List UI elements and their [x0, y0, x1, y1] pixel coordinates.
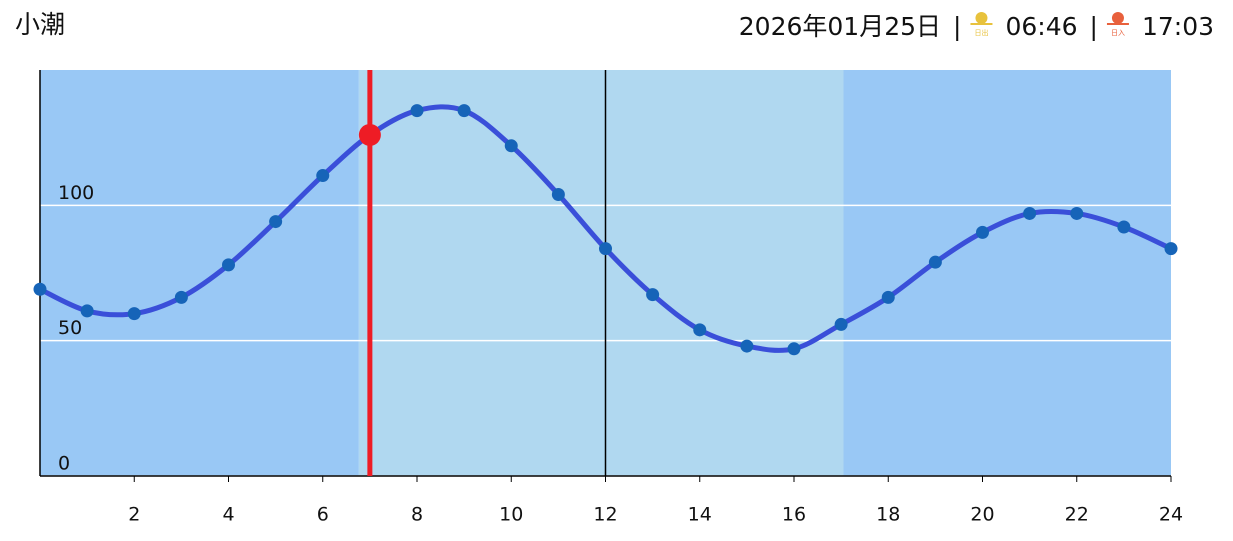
sun-icon: 日入: [1106, 12, 1129, 37]
tide-point: [551, 188, 565, 202]
tide-point: [787, 342, 801, 356]
tide-point: [834, 317, 848, 331]
tide-point: [504, 139, 518, 153]
sun-icon-label: 日出: [974, 28, 988, 37]
y-tick-label: 100: [58, 182, 94, 204]
x-tick-label: 24: [1159, 504, 1183, 526]
sun-icon: 日出: [970, 12, 993, 37]
x-tick-label: 2: [128, 504, 140, 526]
x-tick-label: 4: [222, 504, 234, 526]
tide-point: [410, 104, 424, 118]
tide-point: [457, 104, 471, 118]
x-tick-label: 16: [782, 504, 806, 526]
tide-point: [127, 307, 141, 321]
night-band: [843, 70, 1171, 476]
tide-point: [174, 290, 188, 304]
tide-point: [33, 282, 47, 296]
tide-point: [1070, 206, 1084, 220]
x-tick-label: 8: [411, 504, 423, 526]
tide-point: [740, 339, 754, 353]
sun: [975, 12, 988, 24]
tide-point: [1164, 242, 1178, 256]
tide-point: [222, 258, 235, 272]
header-text: 2026年01月25日: [739, 12, 941, 41]
sun-icon-label: 日入: [1111, 29, 1125, 37]
x-tick-label: 18: [876, 504, 900, 526]
x-tick-label: 10: [499, 504, 523, 526]
y-tick-label: 0: [58, 453, 70, 475]
x-tick-label: 6: [317, 504, 329, 526]
y-tick-label: 50: [58, 317, 82, 339]
x-tick-label: 14: [688, 504, 712, 526]
tide-point: [80, 304, 94, 318]
tide-point: [316, 169, 330, 183]
tide-point: [646, 288, 660, 302]
tide-point: [1117, 220, 1131, 234]
tide-point: [1023, 206, 1037, 220]
tide-point: [269, 215, 283, 229]
day-band: [358, 70, 844, 476]
tide-point: [693, 323, 707, 337]
tide-point: [976, 225, 989, 239]
header-text: |: [1090, 12, 1098, 41]
header-text: 17:03: [1142, 12, 1214, 41]
tide-point: [881, 290, 895, 304]
header-text: |: [953, 12, 961, 41]
x-tick-label: 22: [1065, 504, 1089, 526]
tide-type: 小潮: [15, 10, 65, 39]
header-text: 06:46: [1005, 12, 1077, 41]
x-tick-label: 12: [593, 504, 617, 526]
current-time-dot: [358, 123, 381, 146]
x-tick-label: 20: [970, 504, 994, 526]
sun: [1111, 12, 1124, 24]
night-band: [40, 70, 359, 476]
tide-point: [928, 255, 942, 269]
header-info: 17:03 日入 | 06:46 日出 | 2026年01月25日: [739, 12, 1214, 41]
tide-point: [599, 242, 612, 256]
